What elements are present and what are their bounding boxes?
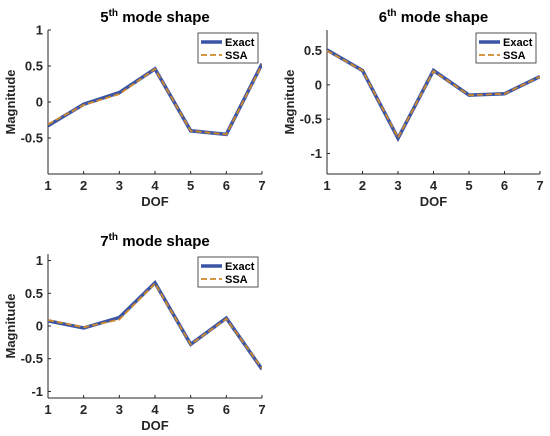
x-tick-label: 7 bbox=[258, 178, 265, 193]
y-tick-label: 0 bbox=[36, 319, 43, 334]
x-tick-label: 4 bbox=[430, 178, 438, 193]
x-tick-label: 5 bbox=[187, 402, 194, 417]
x-tick-label: 2 bbox=[359, 178, 366, 193]
x-tick-label: 4 bbox=[151, 402, 159, 417]
x-tick-label: 5 bbox=[187, 178, 194, 193]
legend-box bbox=[475, 32, 537, 64]
y-tick-label: -1 bbox=[310, 146, 322, 161]
legend-box bbox=[197, 32, 259, 64]
title-text: mode shape bbox=[397, 9, 489, 26]
title-text: mode shape bbox=[118, 9, 210, 26]
chart-title: 5th mode shape bbox=[100, 8, 210, 26]
y-tick-label: 0 bbox=[36, 95, 43, 110]
series-exact-line bbox=[48, 63, 262, 137]
x-axis-label: DOF bbox=[141, 418, 169, 433]
legend-label-exact: Exact bbox=[225, 261, 255, 273]
y-tick-label: -1 bbox=[31, 384, 43, 399]
title-number: 5 bbox=[100, 9, 108, 26]
x-tick-label: 3 bbox=[394, 178, 401, 193]
legend-label-exact: Exact bbox=[503, 37, 533, 49]
title-number: 7 bbox=[100, 233, 108, 250]
title-superscript: th bbox=[109, 232, 118, 243]
series-ssa-line bbox=[48, 282, 262, 370]
y-tick-label: 0.5 bbox=[25, 286, 43, 301]
x-axis-label: DOF bbox=[141, 194, 169, 209]
title-superscript: th bbox=[387, 8, 396, 19]
y-tick-label: 1 bbox=[36, 253, 43, 268]
x-tick-label: 2 bbox=[80, 178, 87, 193]
chart-title: 6th mode shape bbox=[379, 8, 489, 26]
y-tick-label: 0.5 bbox=[304, 43, 322, 58]
y-tick-label: 0 bbox=[315, 77, 322, 92]
series-ssa-line bbox=[327, 49, 540, 140]
y-tick-label: 0.5 bbox=[25, 59, 43, 74]
legend-label-ssa: SSA bbox=[225, 50, 248, 62]
x-tick-label: 6 bbox=[501, 178, 508, 193]
x-tick-label: 7 bbox=[258, 402, 265, 417]
y-tick-label: -0.5 bbox=[21, 351, 43, 366]
legend-label-ssa: SSA bbox=[225, 274, 248, 286]
x-tick-label: 2 bbox=[80, 402, 87, 417]
x-tick-label: 3 bbox=[116, 402, 123, 417]
y-tick-label: -0.5 bbox=[21, 131, 43, 146]
chart-title: 7th mode shape bbox=[100, 232, 210, 250]
x-tick-label: 4 bbox=[151, 178, 159, 193]
x-tick-label: 5 bbox=[465, 178, 472, 193]
y-tick-label: -0.5 bbox=[300, 112, 322, 127]
y-tick-label: 1 bbox=[36, 23, 43, 38]
x-tick-label: 1 bbox=[323, 178, 330, 193]
title-number: 6 bbox=[379, 9, 387, 26]
x-tick-label: 1 bbox=[44, 178, 51, 193]
series-ssa-line bbox=[48, 64, 262, 136]
y-axis-label: Magnitude bbox=[3, 294, 18, 359]
y-axis-label: Magnitude bbox=[3, 70, 18, 135]
x-tick-label: 7 bbox=[536, 178, 543, 193]
x-tick-label: 3 bbox=[116, 178, 123, 193]
legend-box bbox=[197, 256, 259, 288]
title-text: mode shape bbox=[118, 233, 210, 250]
legend-label-exact: Exact bbox=[225, 37, 255, 49]
title-superscript: th bbox=[109, 8, 118, 19]
x-axis-label: DOF bbox=[420, 194, 448, 209]
x-tick-label: 6 bbox=[223, 178, 230, 193]
legend-label-ssa: SSA bbox=[503, 50, 526, 62]
x-tick-label: 1 bbox=[44, 402, 51, 417]
x-tick-label: 6 bbox=[223, 402, 230, 417]
y-axis-label: Magnitude bbox=[282, 70, 297, 135]
